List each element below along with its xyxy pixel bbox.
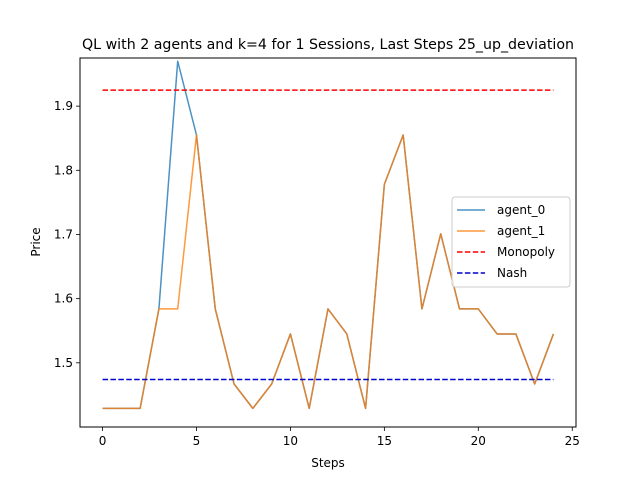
series-line-agent-1 [102,134,555,410]
y-tick-label: 1.7 [54,227,73,241]
y-axis-label: Price [29,227,43,256]
x-tick-label: 25 [565,434,580,448]
legend-label: Nash [497,266,527,280]
chart-title: QL with 2 agents and k=4 for 1 Sessions,… [82,37,574,53]
y-tick-label: 1.5 [54,356,73,370]
y-tick-label: 1.8 [54,163,73,177]
axis-ticks: 0 5 10 15 20 25 1.5 1.6 1.7 1.8 1.9 [54,99,580,448]
axes-frame [79,57,577,428]
x-tick-label: 20 [471,434,486,448]
x-axis-label: Steps [311,456,345,470]
legend-label: agent_1 [497,224,545,238]
plot-area [102,60,555,410]
x-tick-label: 15 [377,434,392,448]
legend-label: agent_0 [497,203,545,217]
legend: agent_0 agent_1 Monopoly Nash [451,196,571,288]
legend-box [451,196,571,288]
y-tick-label: 1.6 [54,292,73,306]
legend-label: Monopoly [497,245,555,259]
x-tick-label: 0 [99,434,107,448]
x-tick-label: 5 [193,434,201,448]
y-tick-label: 1.9 [54,99,73,113]
x-tick-label: 10 [283,434,298,448]
